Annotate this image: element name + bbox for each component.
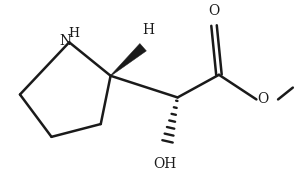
Text: N: N [59, 34, 71, 48]
Text: OH: OH [153, 157, 176, 171]
Text: O: O [257, 92, 268, 106]
Text: H: H [142, 23, 154, 37]
Polygon shape [110, 44, 146, 76]
Text: H: H [69, 27, 80, 40]
Text: O: O [208, 4, 220, 18]
